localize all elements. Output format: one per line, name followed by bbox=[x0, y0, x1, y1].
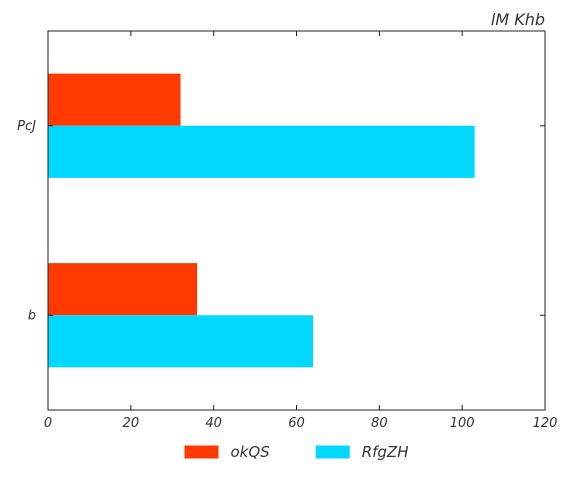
x-tick-label: 20 bbox=[123, 416, 140, 431]
bar-RfgZH-b bbox=[48, 315, 314, 368]
x-tick-label: 60 bbox=[288, 416, 305, 431]
x-tick-label: 120 bbox=[533, 416, 558, 431]
y-tick-label: b bbox=[28, 308, 36, 323]
legend: okQS RfgZH bbox=[184, 443, 409, 461]
chart-title: lM Khb bbox=[491, 10, 545, 29]
y-axis: b PcJ bbox=[17, 119, 545, 323]
x-axis: 0 20 40 60 80 100 120 bbox=[44, 31, 558, 431]
x-tick-label: 40 bbox=[205, 416, 222, 431]
bar-okQS-PcJ bbox=[48, 73, 181, 126]
x-tick-label: 0 bbox=[44, 416, 52, 431]
x-tick-label: 100 bbox=[450, 416, 475, 431]
legend-swatch-RfgZH bbox=[315, 445, 350, 459]
bar-RfgZH-PcJ bbox=[48, 125, 475, 178]
x-tick-label: 80 bbox=[371, 416, 388, 431]
bars-layer bbox=[48, 73, 475, 368]
legend-label-RfgZH: RfgZH bbox=[362, 443, 409, 461]
legend-swatch-okQS bbox=[184, 445, 219, 459]
y-tick-label: PcJ bbox=[17, 119, 36, 134]
bar-okQS-b bbox=[48, 263, 198, 316]
legend-label-okQS: okQS bbox=[231, 443, 271, 461]
